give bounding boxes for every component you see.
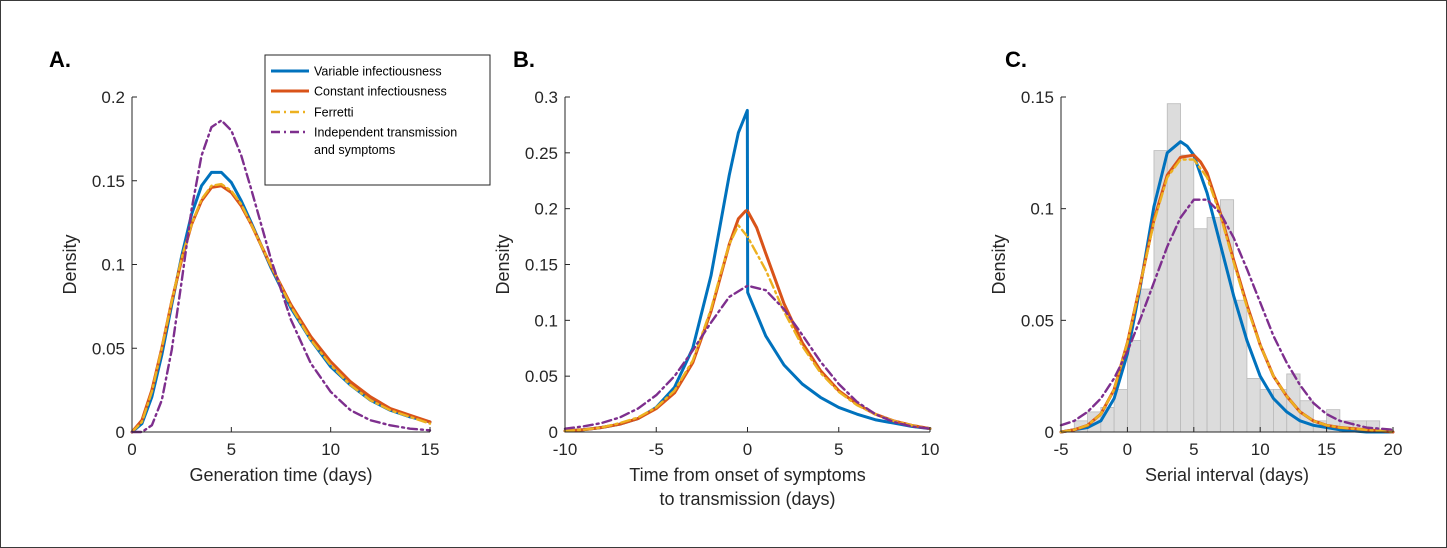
panel-label: C. xyxy=(1005,47,1027,72)
x-tick-label: 15 xyxy=(1317,440,1336,459)
series-line-3 xyxy=(563,224,932,433)
series-line-1 xyxy=(1059,140,1395,434)
y-tick-label: 0.3 xyxy=(534,88,558,107)
y-tick-label: 0.05 xyxy=(525,367,558,386)
series-line-3 xyxy=(130,182,432,434)
x-tick-label: 10 xyxy=(1251,440,1270,459)
x-tick-label: 15 xyxy=(421,440,440,459)
x-tick-label: 0 xyxy=(127,440,136,459)
series-line-4 xyxy=(563,284,932,430)
x-axis-label: Time from onset of symptoms xyxy=(629,465,865,485)
x-tick-label: 5 xyxy=(227,440,236,459)
x-tick-label: 0 xyxy=(1123,440,1132,459)
x-axis-label: Generation time (days) xyxy=(189,465,372,485)
x-tick-label: -5 xyxy=(1053,440,1068,459)
legend-label-4-line2: and symptoms xyxy=(314,143,395,157)
x-tick-label: 5 xyxy=(1189,440,1198,459)
legend-label-1: Variable infectiousness xyxy=(314,65,442,79)
legend-label-3: Ferretti xyxy=(314,106,354,120)
x-tick-label: 20 xyxy=(1384,440,1403,459)
histogram-bar xyxy=(1180,154,1195,433)
y-tick-label: 0.05 xyxy=(92,339,125,358)
y-tick-label: 0.15 xyxy=(1021,88,1054,107)
histogram-bar xyxy=(1206,217,1221,433)
y-tick-label: 0.25 xyxy=(525,144,558,163)
histogram-bar xyxy=(1193,228,1208,433)
y-tick-label: 0.05 xyxy=(1021,311,1054,330)
y-tick-label: 0 xyxy=(1045,423,1054,442)
y-axis-label: Density xyxy=(989,234,1009,294)
panel-label: B. xyxy=(513,47,535,72)
legend-label-4: Independent transmission xyxy=(314,126,457,140)
y-tick-label: 0.15 xyxy=(92,172,125,191)
legend-box xyxy=(264,54,491,186)
x-axis-label: Serial interval (days) xyxy=(1145,465,1309,485)
x-tick-label: -5 xyxy=(649,440,664,459)
y-tick-label: 0.2 xyxy=(534,200,558,219)
y-tick-label: 0.2 xyxy=(101,88,125,107)
y-tick-label: 0 xyxy=(116,423,125,442)
y-tick-label: 0.1 xyxy=(1030,200,1054,219)
x-axis-label-line2: to transmission (days) xyxy=(659,489,835,509)
x-tick-label: -10 xyxy=(553,440,578,459)
histogram-bar xyxy=(1127,340,1142,433)
panel-label: A. xyxy=(49,47,71,72)
x-tick-label: 10 xyxy=(921,440,940,459)
histogram-bar xyxy=(1246,377,1261,433)
series-line-4 xyxy=(1059,198,1395,431)
panel-b: -10 -5 0 5 10 0 0.05 0.1 0.15 0.2 0.25 0.3 Time from… xyxy=(493,47,939,509)
series-line-1 xyxy=(130,170,432,434)
panel-a: 0 5 10 15 0 0.05 0.1 0.15 0.2 Generation time (da… xyxy=(49,47,439,485)
x-tick-label: 5 xyxy=(834,440,843,459)
legend-label-2: Constant infectiousness xyxy=(314,85,447,99)
x-tick-label: 0 xyxy=(743,440,752,459)
y-axis-label: Density xyxy=(60,234,80,294)
y-tick-label: 0.15 xyxy=(525,256,558,275)
x-tick-label: 10 xyxy=(321,440,340,459)
y-tick-label: 0.1 xyxy=(101,256,125,275)
series-line-3 xyxy=(1059,158,1395,434)
y-tick-label: 0 xyxy=(549,423,558,442)
series-line-4 xyxy=(130,119,432,434)
y-axis-label: Density xyxy=(493,234,513,294)
y-tick-label: 0.1 xyxy=(534,311,558,330)
legend: Variable infectiousness Constant infectio… xyxy=(264,54,491,186)
